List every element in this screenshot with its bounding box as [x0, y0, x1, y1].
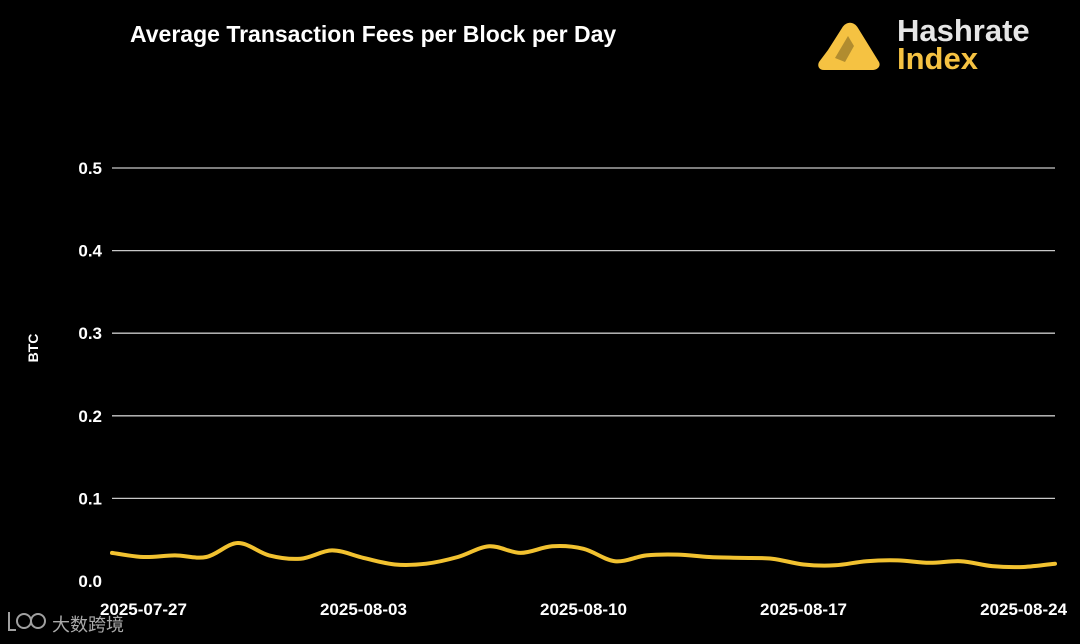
- y-tick-label: 0.1: [78, 489, 102, 508]
- x-tick-label: 2025-08-03: [320, 600, 407, 619]
- series-group: [110, 540, 1057, 570]
- y-axis-label: BTC: [25, 334, 41, 363]
- watermark: 大数跨境: [8, 612, 124, 636]
- y-tick-label: 0.0: [78, 572, 102, 591]
- x-tick-label: 2025-08-17: [760, 600, 847, 619]
- x-tick-label: 2025-08-10: [540, 600, 627, 619]
- brand-name-line2: Index: [897, 41, 979, 76]
- x-tick-label: 2025-08-24: [980, 600, 1068, 619]
- gridlines: [112, 167, 1055, 500]
- x-tick-label: 2025-07-27: [100, 600, 187, 619]
- hashrate-mountain-icon: [818, 22, 880, 70]
- y-tick-label: 0.4: [78, 242, 102, 261]
- chart-title: Average Transaction Fees per Block per D…: [130, 21, 616, 47]
- brand-name-line1: Hashrate: [897, 13, 1030, 48]
- y-tick-label: 0.2: [78, 407, 102, 426]
- logo-icon: [8, 612, 46, 631]
- series-line-fees: [110, 540, 1057, 570]
- y-tick-label: 0.3: [78, 324, 102, 343]
- hashrate-index-logo: Hashrate Index: [818, 13, 1030, 76]
- y-axis-ticks: 0.0 0.1 0.2 0.3 0.4 0.5: [78, 159, 102, 591]
- mountain-shade: [835, 36, 854, 62]
- y-tick-label: 0.5: [78, 159, 102, 178]
- watermark-text: 大数跨境: [52, 615, 124, 636]
- x-axis-ticks: 2025-07-27 2025-08-03 2025-08-10 2025-08-17…: [100, 600, 1068, 619]
